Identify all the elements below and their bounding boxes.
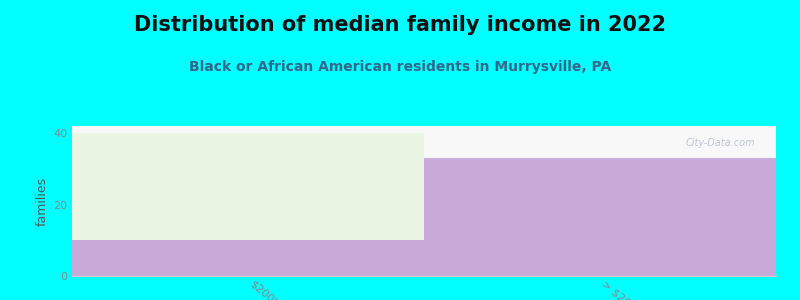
Y-axis label: families: families [36,176,49,226]
Bar [72,240,424,276]
Bar [72,133,424,240]
Text: Black or African American residents in Murrysville, PA: Black or African American residents in M… [189,60,611,74]
Text: City-Data.com: City-Data.com [686,138,755,148]
Bar [424,158,776,276]
Text: Distribution of median family income in 2022: Distribution of median family income in … [134,15,666,35]
